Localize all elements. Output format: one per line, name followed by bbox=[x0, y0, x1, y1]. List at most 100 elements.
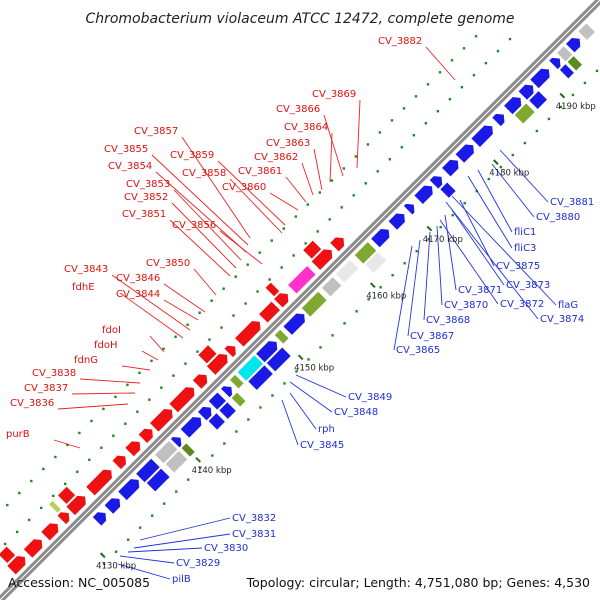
gc-dot bbox=[460, 85, 464, 89]
leader-line bbox=[127, 547, 203, 553]
gc-dot bbox=[100, 446, 103, 449]
gc-dot bbox=[330, 179, 334, 182]
leader-line bbox=[71, 392, 136, 395]
gene-label: CV_3844 bbox=[116, 289, 160, 300]
gene-feature bbox=[514, 103, 535, 124]
gc-dot bbox=[364, 182, 367, 185]
gc-dot bbox=[427, 237, 430, 241]
gc-dot bbox=[451, 213, 454, 217]
gene-label: CV_3854 bbox=[108, 161, 152, 172]
gene-feature bbox=[321, 277, 342, 297]
gene-feature bbox=[224, 345, 236, 358]
gene-label: CV_3867 bbox=[410, 331, 454, 342]
gene-label: CV_3862 bbox=[254, 152, 298, 163]
gc-dot bbox=[331, 334, 334, 337]
leader-line bbox=[407, 239, 421, 337]
gc-dot bbox=[472, 73, 476, 77]
gene-label: CV_3856 bbox=[172, 220, 216, 231]
gc-dot bbox=[90, 419, 93, 423]
gc-dot bbox=[400, 146, 404, 149]
gene-feature bbox=[230, 374, 244, 389]
leader-line bbox=[111, 274, 191, 331]
gc-dot bbox=[148, 398, 151, 401]
gc-dot bbox=[535, 129, 539, 133]
leader-line bbox=[356, 99, 361, 169]
gc-skew-dots-layer bbox=[3, 35, 599, 565]
gc-dot bbox=[112, 434, 115, 437]
gc-dot bbox=[304, 242, 307, 245]
gc-dot bbox=[391, 274, 394, 277]
gc-dot bbox=[271, 394, 274, 397]
gc-dot bbox=[244, 302, 247, 305]
gc-dot bbox=[511, 153, 515, 157]
leader-line bbox=[149, 335, 165, 353]
gene-feature bbox=[7, 556, 26, 575]
gene-feature bbox=[471, 125, 493, 147]
gene-label: fdnG bbox=[74, 355, 98, 366]
gene-label: CV_3882 bbox=[378, 36, 422, 47]
gene-label: CV_3853 bbox=[126, 179, 170, 190]
gc-dot bbox=[294, 215, 297, 218]
gene-feature bbox=[274, 329, 289, 344]
gc-dot bbox=[199, 466, 202, 469]
leader-line bbox=[444, 214, 457, 291]
leader-line bbox=[141, 350, 159, 361]
gene-label: pilB bbox=[172, 574, 191, 585]
gene-label: CV_3881 bbox=[550, 197, 594, 208]
gene-feature bbox=[529, 91, 548, 110]
gc-dot bbox=[283, 382, 286, 385]
gc-dot bbox=[319, 346, 322, 349]
leader-line bbox=[163, 299, 199, 321]
gc-dot bbox=[232, 314, 235, 317]
gene-feature bbox=[403, 203, 415, 215]
gene-feature bbox=[440, 182, 456, 198]
gene-feature bbox=[330, 237, 345, 252]
gc-dot bbox=[160, 386, 163, 389]
gene-label: CV_3869 bbox=[312, 89, 356, 100]
leader-line bbox=[459, 199, 495, 267]
gc-dot bbox=[78, 431, 81, 435]
gene-label: CV_3873 bbox=[506, 280, 550, 291]
gene-feature bbox=[365, 252, 387, 273]
gene-feature bbox=[578, 23, 595, 40]
gc-dot bbox=[295, 370, 298, 373]
gc-dot bbox=[292, 254, 295, 257]
gc-dot bbox=[27, 518, 31, 522]
gc-dot bbox=[463, 201, 466, 205]
gc-dot bbox=[448, 97, 452, 101]
gc-dot bbox=[450, 59, 454, 62]
gc-dot bbox=[235, 430, 238, 433]
gene-feature bbox=[0, 546, 16, 564]
leader-line bbox=[451, 195, 557, 306]
tick-mark bbox=[297, 354, 304, 361]
leader-line bbox=[151, 154, 249, 246]
gc-dot bbox=[402, 107, 406, 110]
gene-feature bbox=[265, 282, 280, 297]
gc-dot bbox=[366, 143, 370, 146]
gc-dot bbox=[354, 155, 358, 158]
gc-dot bbox=[378, 131, 382, 134]
gc-dot bbox=[175, 490, 178, 493]
gene-feature bbox=[208, 413, 225, 430]
gene-feature bbox=[274, 293, 289, 308]
gc-dot bbox=[187, 478, 190, 481]
tick-label: 4150 kbp bbox=[294, 364, 334, 374]
gene-feature bbox=[455, 144, 474, 163]
gc-dot bbox=[138, 371, 141, 375]
gene-feature bbox=[86, 469, 112, 496]
gene-feature bbox=[198, 345, 217, 364]
gc-dot bbox=[211, 454, 214, 457]
gc-dot bbox=[426, 83, 430, 86]
gc-dot bbox=[234, 275, 237, 278]
gc-dot bbox=[388, 158, 392, 161]
tick-mark bbox=[370, 282, 376, 288]
gc-dot bbox=[280, 266, 283, 269]
gene-label: CV_3870 bbox=[444, 300, 488, 311]
gene-feature bbox=[518, 84, 534, 100]
leader-line bbox=[79, 378, 141, 384]
gc-dot bbox=[559, 105, 563, 109]
gc-dot bbox=[198, 311, 201, 314]
